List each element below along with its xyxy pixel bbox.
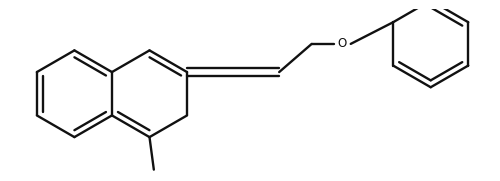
- Text: O: O: [338, 37, 346, 50]
